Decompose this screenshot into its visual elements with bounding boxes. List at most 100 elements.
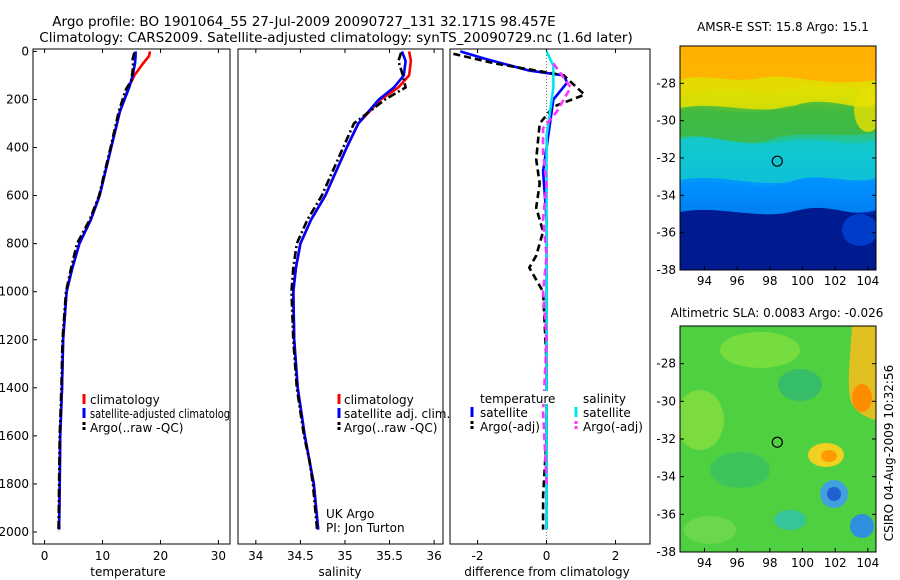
sla-mid-patch (778, 369, 822, 401)
salinity-argo-line (541, 62, 573, 484)
legend-argo-label: Argo(..raw -QC) (90, 421, 183, 435)
y-tick-label: -38 (656, 545, 676, 559)
x-tick-label: 104 (856, 274, 879, 288)
temperature-panel: 0 10 20 30 0 200 400 600 800 1000 1200 1400 1600 180… (0, 44, 231, 579)
temperature-legend: climatology satellite-adjusted climatolo… (82, 393, 230, 435)
salinity-satellite-line (545, 50, 555, 530)
salinity-x-ticks: 34 34.5 35 35.5 36 (248, 49, 442, 563)
y-tick-label: 800 (6, 237, 29, 251)
x-tick-label: 0 (41, 549, 49, 563)
salinity-x-label: salinity (318, 565, 361, 579)
y-tick-label: 1800 (0, 477, 29, 491)
y-tick-label: -28 (656, 76, 676, 90)
x-tick-label: 94 (697, 274, 712, 288)
salinity-legend: climatology satellite adj. clim. Argo(..… (337, 393, 450, 435)
y-tick-label: -34 (656, 188, 676, 202)
x-tick-label: 20 (153, 549, 168, 563)
sla-map-title: Altimetric SLA: 0.0083 Argo: -0.026 (671, 306, 884, 320)
x-tick-label: 104 (856, 556, 879, 570)
x-tick-label: 10 (95, 549, 110, 563)
sla-x-ticks: 94 96 98 100 102 104 (697, 548, 879, 570)
sst-map-title: AMSR-E SST: 15.8 Argo: 15.1 (697, 20, 869, 34)
difference-x-label: difference from climatology (464, 565, 630, 579)
sst-yellow-patch (854, 88, 876, 132)
y-tick-label: -34 (656, 470, 676, 484)
x-tick-label: 102 (824, 556, 847, 570)
legend-sal-argo-label: Argo(-adj) (583, 420, 643, 434)
sla-cyan-patch (774, 510, 806, 530)
y-tick-label: 0 (21, 44, 29, 58)
x-tick-label: 96 (730, 274, 745, 288)
difference-legend: temperature salinity satellite Argo(-adj… (470, 391, 643, 434)
x-tick-label: -2 (472, 549, 484, 563)
legend-sal-satellite-label: satellite (583, 406, 631, 420)
legend-temp-argo-label: Argo(-adj) (480, 420, 540, 434)
sla-low-eddy (850, 514, 874, 538)
legend-satellite-label: satellite adj. clim. (344, 407, 450, 421)
x-tick-label: 0 (543, 549, 551, 563)
temperature-axes-box (32, 48, 231, 545)
y-tick-label: 1400 (0, 381, 29, 395)
legend-salinity-title-bg (580, 391, 624, 404)
x-tick-label: 35 (337, 549, 352, 563)
figure-title-line2: Climatology: CARS2009. Satellite-adjuste… (39, 30, 632, 46)
legend-argo-label: Argo(..raw -QC) (344, 421, 437, 435)
sla-low-eddy-core (827, 487, 841, 501)
temperature-x-label: temperature (90, 565, 165, 579)
temperature-y-ticks: 0 200 400 600 800 1000 1200 1400 1600 1800 2000 (0, 44, 37, 539)
x-tick-label: 34.5 (287, 549, 314, 563)
y-tick-label: -36 (656, 226, 676, 240)
argo-line (57, 52, 136, 533)
y-tick-label: -30 (656, 394, 676, 408)
sla-light-patch (720, 332, 800, 368)
salinity-series (290, 50, 413, 533)
legend-temperature-title-bg (476, 391, 550, 404)
sst-field (680, 46, 876, 270)
difference-panel: -2 0 2 difference from climatology tempera… (449, 48, 651, 579)
satellite-line (291, 50, 407, 530)
sla-map-panel: Altimetric SLA: 0.0083 Argo: -0.026 94 96… (656, 306, 883, 570)
x-tick-label: 94 (697, 556, 712, 570)
y-tick-label: 600 (6, 189, 29, 203)
sst-map-panel: AMSR-E SST: 15.8 Argo: 15.1 94 96 98 100 102… (656, 20, 879, 288)
sst-y-ticks: -28 -30 -32 -34 -36 -38 (656, 76, 876, 277)
legend-temp-satellite-label: satellite (480, 406, 528, 420)
temperature-series (57, 51, 152, 533)
temperature-x-ticks: 0 10 20 30 (41, 49, 226, 563)
institution-annotation: UK Argo (326, 507, 374, 521)
credit-timestamp: CSIRO 04-Aug-2009 10:32:56 (882, 365, 896, 541)
salinity-panel: 34 34.5 35 35.5 36 salinity climatology sate… (237, 48, 450, 579)
y-tick-label: -36 (656, 507, 676, 521)
x-tick-label: 30 (211, 549, 226, 563)
y-tick-label: 1000 (0, 285, 29, 299)
x-tick-label: 98 (762, 274, 777, 288)
sst-blue-eddy (842, 214, 876, 246)
difference-x-ticks: -2 0 2 (472, 49, 619, 563)
y-tick-label: 400 (6, 141, 29, 155)
legend-temperature-title: temperature (480, 392, 555, 406)
y-tick-label: -28 (656, 357, 676, 371)
argo-line (290, 52, 407, 533)
x-tick-label: 100 (791, 274, 814, 288)
pi-annotation: PI: Jon Turton (326, 521, 405, 535)
y-tick-label: 200 (6, 92, 29, 106)
x-tick-label: 35.5 (376, 549, 403, 563)
sst-cold-region (680, 207, 876, 270)
argo-location-marker (771, 155, 783, 167)
x-tick-label: 36 (426, 549, 441, 563)
y-tick-label: -32 (656, 151, 676, 165)
figure-title-line1: Argo profile: BO 1901064_55 27-Jul-2009 … (52, 14, 555, 30)
x-tick-label: 102 (824, 274, 847, 288)
sla-high-core (852, 384, 872, 412)
y-tick-label: 1600 (0, 429, 29, 443)
salinity-axes-box (237, 48, 444, 545)
sst-x-ticks: 94 96 98 100 102 104 (697, 266, 879, 288)
sla-mid-patch (710, 452, 770, 488)
y-tick-label: -38 (656, 263, 676, 277)
sla-high-eddy-core (821, 450, 837, 462)
argo-location-marker (771, 436, 783, 448)
x-tick-label: 96 (730, 556, 745, 570)
x-tick-label: 100 (791, 556, 814, 570)
sla-light-patch (680, 390, 724, 450)
